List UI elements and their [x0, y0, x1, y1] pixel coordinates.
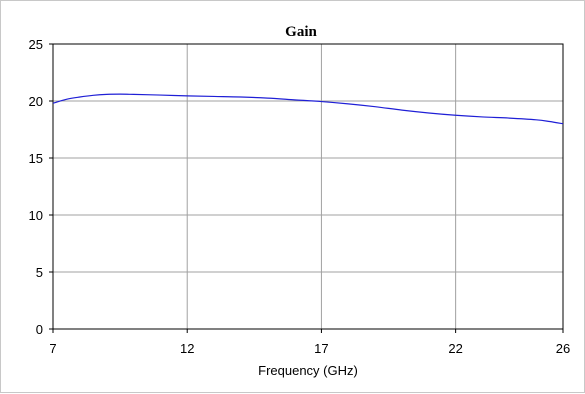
x-tick-label: 26 [556, 341, 570, 356]
grid-lines [53, 44, 563, 329]
series-group [52, 93, 564, 125]
plot-area [52, 43, 564, 330]
y-tick-label: 5 [36, 265, 43, 280]
x-tick-label: 7 [49, 341, 56, 356]
y-tick-label: 0 [36, 322, 43, 337]
y-tick-label: 20 [29, 94, 43, 109]
y-tick-label: 15 [29, 151, 43, 166]
x-tick-label: 17 [314, 341, 328, 356]
x-axis-label: Frequency (GHz) [258, 363, 358, 378]
x-tick-label: 22 [448, 341, 462, 356]
x-tick-label: 12 [180, 341, 194, 356]
axis-ticks: 0 5 10 15 20 25 7 12 17 22 26 [29, 37, 571, 356]
gain-series-line [52, 93, 564, 125]
y-tick-label: 10 [29, 208, 43, 223]
chart-title: Gain [285, 24, 317, 40]
y-tick-label: 25 [29, 37, 43, 52]
